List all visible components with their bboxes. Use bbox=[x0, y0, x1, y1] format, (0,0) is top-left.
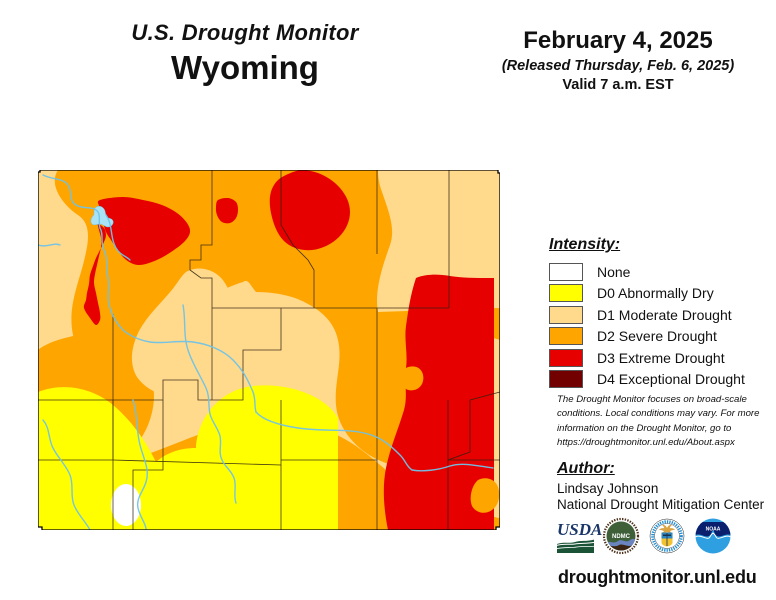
svg-text:NDMC: NDMC bbox=[612, 534, 631, 540]
svg-text:USDA: USDA bbox=[557, 520, 602, 539]
svg-text:NOAA: NOAA bbox=[706, 527, 721, 533]
